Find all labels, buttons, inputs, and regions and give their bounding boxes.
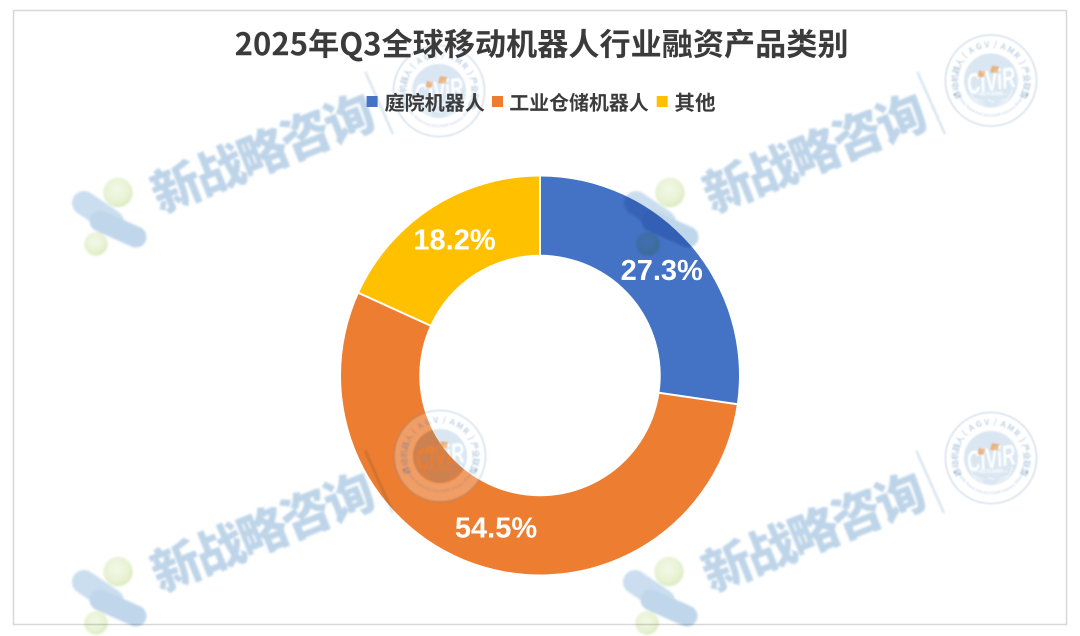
svg-text:27.3%: 27.3% [621, 255, 703, 287]
svg-text:18.2%: 18.2% [413, 225, 495, 257]
svg-text:54.5%: 54.5% [455, 513, 537, 545]
